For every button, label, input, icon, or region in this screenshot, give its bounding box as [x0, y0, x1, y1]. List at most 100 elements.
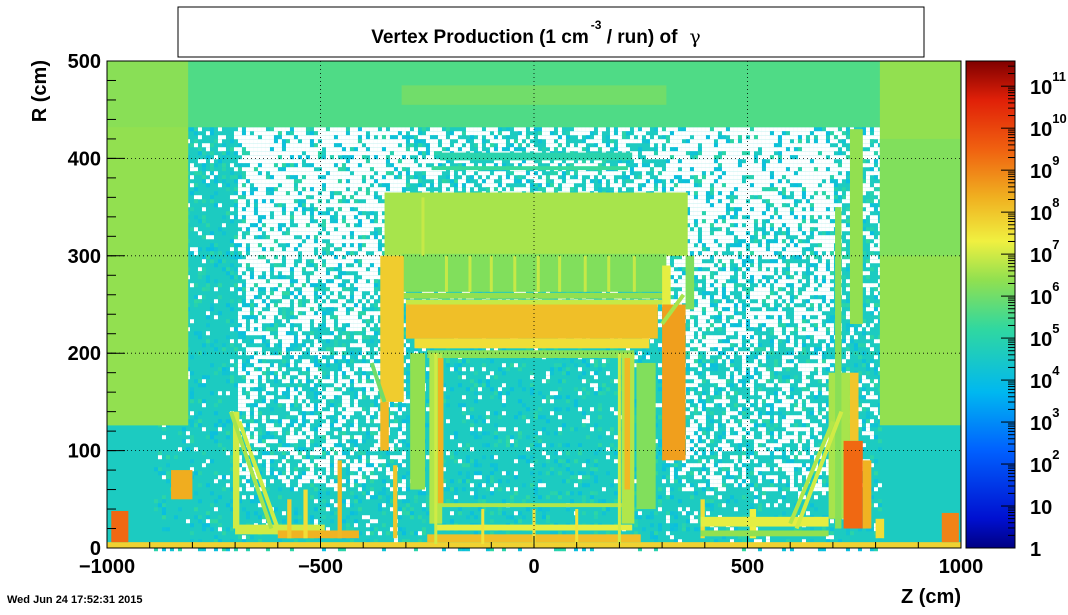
empty-bin [293, 379, 298, 384]
noise-bin [317, 495, 322, 500]
empty-bin [501, 175, 506, 180]
empty-bin [365, 391, 370, 396]
noise-bin [397, 131, 402, 136]
empty-bin [313, 343, 318, 348]
empty-bin [441, 187, 446, 192]
empty-bin [277, 315, 282, 320]
noise-bin [265, 435, 270, 440]
empty-bin [245, 219, 250, 224]
noise-bin [425, 423, 430, 428]
noise-bin [277, 471, 282, 476]
empty-bin [393, 131, 398, 136]
empty-bin [405, 343, 410, 348]
noise-bin [417, 143, 422, 148]
empty-bin [345, 203, 350, 208]
noise-bin [273, 135, 278, 140]
empty-bin [249, 359, 254, 364]
empty-bin [285, 343, 290, 348]
noise-bin [309, 439, 314, 444]
empty-bin [265, 271, 270, 276]
empty-bin [253, 215, 258, 220]
empty-bin [293, 255, 298, 260]
noise-bin [489, 531, 494, 536]
noise-bin [437, 151, 442, 156]
empty-bin [273, 223, 278, 228]
noise-bin [325, 271, 330, 276]
noise-bin [361, 359, 366, 364]
empty-bin [333, 287, 338, 292]
empty-bin [373, 203, 378, 208]
empty-bin [497, 171, 502, 176]
noise-bin [301, 423, 306, 428]
empty-bin [241, 307, 246, 312]
empty-bin [261, 191, 266, 196]
empty-bin [321, 135, 326, 140]
noise-bin [345, 287, 350, 292]
empty-bin [497, 163, 502, 168]
empty-bin [337, 215, 342, 220]
empty-bin [249, 439, 254, 444]
noise-bin [201, 175, 206, 180]
noise-bin [393, 167, 398, 172]
empty-bin [277, 163, 282, 168]
empty-bin [289, 179, 294, 184]
empty-bin [377, 259, 382, 264]
empty-bin [301, 143, 306, 148]
empty-bin [485, 179, 490, 184]
noise-bin [301, 187, 306, 192]
empty-bin [273, 155, 278, 160]
empty-bin [457, 459, 462, 464]
empty-bin [429, 131, 434, 136]
empty-bin [273, 427, 278, 432]
noise-bin [357, 507, 362, 512]
empty-bin [369, 467, 374, 472]
empty-bin [325, 299, 330, 304]
noise-bin [489, 475, 494, 480]
empty-bin [249, 319, 254, 324]
empty-bin [381, 127, 386, 132]
empty-bin [365, 247, 370, 252]
noise-bin [461, 419, 466, 424]
empty-bin [341, 403, 346, 408]
noise-bin [221, 487, 226, 492]
noise-bin [337, 143, 342, 148]
noise-bin [237, 479, 242, 484]
empty-bin [301, 327, 306, 332]
empty-bin [281, 379, 286, 384]
empty-bin [325, 263, 330, 268]
noise-bin [469, 431, 474, 436]
noise-bin [245, 231, 250, 236]
empty-bin [321, 171, 326, 176]
noise-bin [353, 215, 358, 220]
empty-bin [381, 191, 386, 196]
empty-bin [401, 395, 406, 400]
noise-bin [289, 315, 294, 320]
empty-bin [293, 143, 298, 148]
empty-bin [293, 267, 298, 272]
empty-bin [289, 295, 294, 300]
noise-bin [241, 375, 246, 380]
noise-bin [461, 547, 466, 552]
empty-bin [237, 319, 242, 324]
empty-bin [261, 147, 266, 152]
noise-bin [353, 147, 358, 152]
noise-bin [401, 187, 406, 192]
noise-bin [301, 283, 306, 288]
empty-bin [325, 527, 330, 532]
empty-bin [261, 143, 266, 148]
noise-bin [461, 183, 466, 188]
noise-bin [517, 431, 522, 436]
empty-bin [229, 247, 234, 252]
empty-bin [341, 319, 346, 324]
noise-bin [325, 127, 330, 132]
noise-bin [277, 275, 282, 280]
noise-bin [313, 143, 318, 148]
empty-bin [277, 255, 282, 260]
noise-bin [293, 403, 298, 408]
empty-bin [373, 151, 378, 156]
empty-bin [293, 155, 298, 160]
empty-bin [253, 175, 258, 180]
empty-bin [401, 171, 406, 176]
empty-bin [249, 383, 254, 388]
empty-bin [269, 207, 274, 212]
